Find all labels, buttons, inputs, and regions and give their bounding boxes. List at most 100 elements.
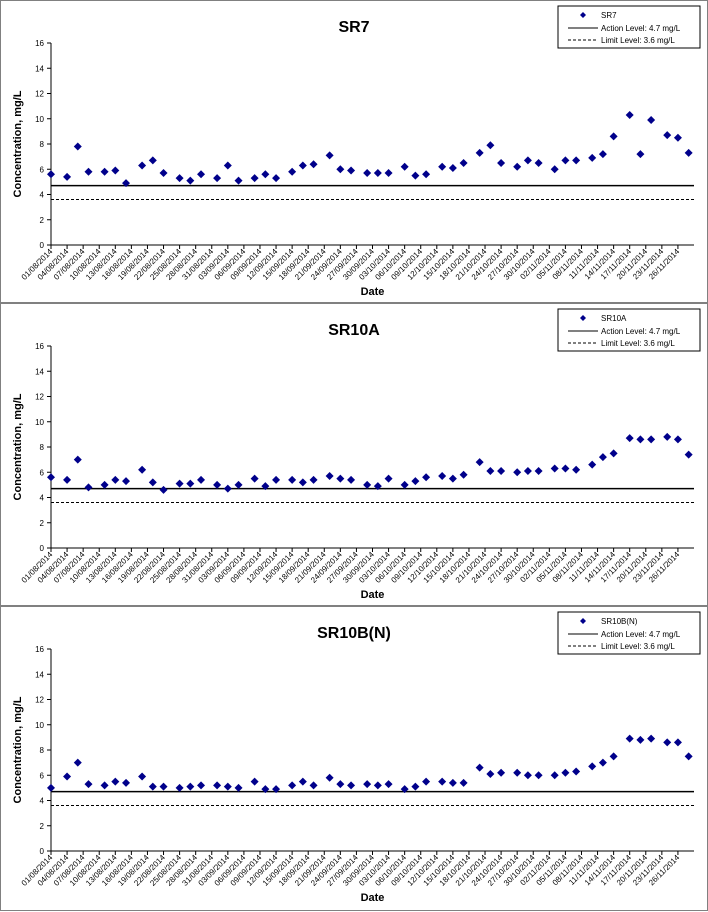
data-point-sr10a [336, 474, 345, 483]
data-point-sr10b-n [325, 773, 334, 782]
data-point-sr10a [598, 453, 607, 462]
y-tick-label: 2 [40, 216, 45, 225]
data-point-sr10a [647, 435, 656, 444]
chart-svg: SR10A024681012141601/08/201404/08/201407… [12, 308, 701, 601]
data-point-sr10b-n [647, 734, 656, 743]
data-point-sr10a [73, 455, 82, 464]
data-point-sr10b-n [609, 752, 618, 761]
data-point-sr10a [63, 475, 72, 484]
data-point-sr10b-n [100, 781, 109, 790]
data-point-sr7 [513, 162, 522, 171]
data-point-sr10b-n [111, 777, 120, 786]
data-point-sr10b-n [572, 767, 581, 776]
legend-label-limit-level: Limit Level: 3.6 mg/L [601, 36, 675, 45]
data-point-sr10a [138, 465, 147, 474]
y-tick-label: 10 [35, 418, 44, 427]
data-point-sr10a [475, 458, 484, 467]
data-point-sr10b-n [84, 780, 93, 789]
data-point-sr7 [159, 169, 168, 178]
data-point-sr10a [572, 465, 581, 474]
data-point-sr10a [298, 478, 307, 487]
data-point-sr10a [100, 480, 109, 489]
data-point-sr10a [288, 475, 297, 484]
y-tick-label: 12 [35, 393, 44, 402]
chart-panel-sr7: SR7 0 2 4 6 8 10 12 14 16 01/08/2014 04/08/2014 07/0… [0, 0, 708, 303]
data-point-sr10a [309, 475, 318, 484]
data-point-sr10b-n [347, 781, 356, 790]
data-point-sr10b-n [475, 763, 484, 772]
data-point-sr10a [636, 435, 645, 444]
data-point-sr10a [625, 434, 634, 443]
data-point-sr7 [561, 156, 570, 165]
data-point-sr10a [422, 473, 431, 482]
legend-box [557, 611, 701, 655]
data-point-sr10b-n [288, 781, 297, 790]
data-point-sr7 [336, 165, 345, 174]
y-tick-label: 4 [40, 797, 45, 806]
legend-marker-series [580, 315, 586, 321]
data-point-sr10a [234, 480, 243, 489]
data-point-sr10b-n [63, 772, 72, 781]
data-point-sr7 [459, 158, 468, 167]
data-point-sr10a [684, 450, 693, 459]
y-tick-label: 8 [40, 746, 45, 755]
legend-label-series: SR10A [601, 314, 627, 323]
data-point-sr7 [636, 150, 645, 159]
chart-title: SR10B(N) [317, 625, 391, 642]
data-point-sr7 [684, 148, 693, 157]
data-point-sr7 [250, 174, 259, 183]
data-point-sr7 [363, 169, 372, 178]
legend-marker-series [580, 12, 586, 18]
legend-box [557, 5, 701, 49]
legend-label-action-level: Action Level: 4.7 mg/L [601, 327, 681, 336]
data-point-sr7 [84, 167, 93, 176]
data-point-sr10b-n [598, 758, 607, 767]
data-point-sr10a [588, 460, 597, 469]
data-point-sr10b-n [159, 782, 168, 791]
data-point-sr10b-n [448, 778, 457, 787]
data-point-sr10a [609, 449, 618, 458]
data-point-sr10a [663, 432, 672, 441]
data-point-sr10a [250, 474, 259, 483]
data-point-sr10a [497, 466, 506, 475]
data-point-sr7 [63, 172, 72, 181]
data-point-sr10b-n [550, 771, 559, 780]
y-tick-label: 2 [40, 519, 45, 528]
data-point-sr7 [175, 174, 184, 183]
data-point-sr10a [213, 480, 222, 489]
data-point-sr10a [148, 478, 157, 487]
x-axis-title: Date [361, 589, 385, 601]
data-point-sr10a [561, 464, 570, 473]
data-point-sr10a [534, 466, 543, 475]
data-point-sr7 [138, 161, 147, 170]
data-point-sr10b-n [684, 752, 693, 761]
y-tick-label: 14 [35, 670, 44, 679]
chart-title: SR10A [328, 322, 380, 339]
data-point-sr7 [288, 167, 297, 176]
data-point-sr10b-n [250, 777, 259, 786]
y-tick-label: 0 [40, 847, 45, 856]
data-point-sr10a [175, 479, 184, 488]
data-point-sr10b-n [422, 777, 431, 786]
data-point-sr7 [47, 170, 55, 179]
y-tick-label: 8 [40, 140, 45, 149]
data-point-sr10b-n [261, 785, 270, 794]
data-point-sr7 [73, 142, 82, 151]
data-point-sr7 [400, 162, 409, 171]
data-point-sr10a [400, 480, 409, 489]
data-point-sr10a [347, 475, 356, 484]
y-tick-label: 6 [40, 165, 45, 174]
data-point-sr7 [663, 131, 672, 140]
data-point-sr7 [223, 161, 232, 170]
data-point-sr7 [448, 163, 457, 172]
data-point-sr10a [197, 475, 206, 484]
data-point-sr10b-n [513, 768, 522, 777]
y-tick-label: 6 [40, 468, 45, 477]
data-point-sr10a [159, 485, 168, 494]
data-point-sr7 [647, 116, 656, 125]
data-point-sr10b-n [175, 783, 184, 792]
data-point-sr10a [486, 466, 495, 475]
data-point-sr10a [47, 473, 55, 482]
data-point-sr7 [598, 150, 607, 159]
data-point-sr10a [325, 472, 334, 481]
